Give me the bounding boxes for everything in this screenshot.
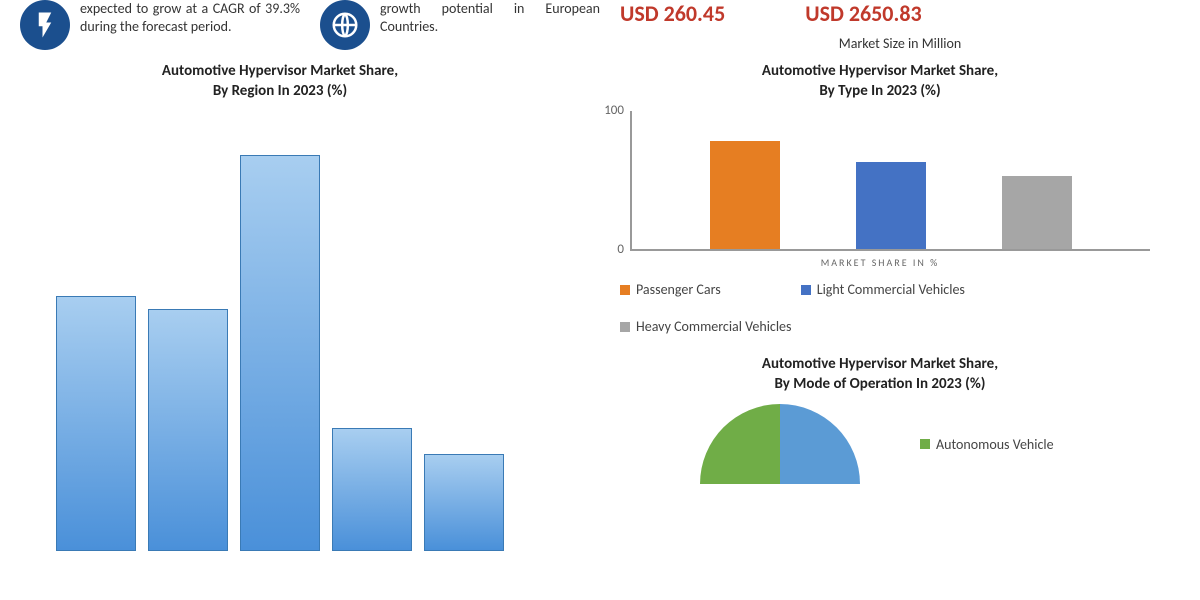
spacer: USD 260.45 USD 2650.83 Market Size in Mi… <box>620 0 1180 52</box>
ytick-0: 0 <box>617 242 632 257</box>
globe-icon <box>320 0 370 50</box>
info-text-cagr: expected to grow at a CAGR of 39.3% duri… <box>80 0 300 36</box>
region-bar-3 <box>332 428 412 551</box>
metric-value-2023: USD 260.45 <box>620 0 725 27</box>
pie-legend: Autonomous Vehicle <box>920 436 1054 453</box>
region-chart-title: Automotive Hypervisor Market Share, By R… <box>40 62 520 101</box>
type-bar-passenger <box>710 141 780 249</box>
mode-chart-panel: Automotive Hypervisor Market Share, By M… <box>580 355 1180 484</box>
info-block-cagr: expected to grow at a CAGR of 39.3% duri… <box>20 0 300 50</box>
metric-value-forecast: USD 2650.83 <box>805 0 921 27</box>
legend-label-passenger: Passenger Cars <box>636 281 721 298</box>
legend-label-light: Light Commercial Vehicles <box>817 281 965 298</box>
type-chart-title: Automotive Hypervisor Market Share, By T… <box>580 62 1180 101</box>
metrics-row: USD 260.45 USD 2650.83 <box>620 0 1180 27</box>
type-title-line1: Automotive Hypervisor Market Share, <box>762 62 998 80</box>
legend-swatch-light <box>801 285 811 295</box>
right-charts-panel: Automotive Hypervisor Market Share, By T… <box>560 62 1200 551</box>
legend-autonomous: Autonomous Vehicle <box>920 436 1054 453</box>
region-bar-2 <box>240 155 320 551</box>
type-bar-chart: 100 0 <box>630 111 1150 251</box>
mode-chart-title: Automotive Hypervisor Market Share, By M… <box>580 355 1180 394</box>
legend-heavy: Heavy Commercial Vehicles <box>620 318 792 335</box>
legend-label-heavy: Heavy Commercial Vehicles <box>636 318 792 335</box>
legend-label-autonomous: Autonomous Vehicle <box>936 436 1054 453</box>
ytick-100: 100 <box>604 103 632 118</box>
legend-passenger: Passenger Cars <box>620 281 721 298</box>
mode-title-line2: By Mode of Operation In 2023 (%) <box>775 375 986 393</box>
region-title-line2: By Region In 2023 (%) <box>213 82 347 100</box>
region-bar-chart <box>40 111 520 551</box>
region-bar-0 <box>56 296 136 551</box>
legend-light: Light Commercial Vehicles <box>801 281 965 298</box>
info-block-europe: growth potential in European Countries. <box>320 0 600 50</box>
pie-slices <box>700 404 860 484</box>
bolt-icon <box>20 0 70 50</box>
pie-area: Autonomous Vehicle <box>580 404 1180 484</box>
mode-title-line1: Automotive Hypervisor Market Share, <box>762 355 998 373</box>
type-bar-light-commercial <box>856 162 926 249</box>
legend-swatch-autonomous <box>920 439 930 449</box>
region-bar-4 <box>424 454 504 551</box>
region-chart-panel: Automotive Hypervisor Market Share, By R… <box>0 62 560 551</box>
type-bars-container <box>632 111 1150 249</box>
pie-chart <box>700 404 860 484</box>
type-title-line2: By Type In 2023 (%) <box>819 82 940 100</box>
type-legend: Passenger Cars Light Commercial Vehicles… <box>620 281 1180 335</box>
legend-swatch-heavy <box>620 322 630 332</box>
region-bar-1 <box>148 309 228 551</box>
metric-caption: Market Size in Million <box>620 35 1180 52</box>
charts-row: Automotive Hypervisor Market Share, By R… <box>0 62 1200 551</box>
legend-swatch-passenger <box>620 285 630 295</box>
region-title-line1: Automotive Hypervisor Market Share, <box>162 62 398 80</box>
type-x-axis-title: MARKET SHARE IN % <box>580 256 1180 269</box>
type-bar-heavy-commercial <box>1002 176 1072 249</box>
info-text-europe: growth potential in European Countries. <box>380 0 600 36</box>
header-row: expected to grow at a CAGR of 39.3% duri… <box>0 0 1200 52</box>
